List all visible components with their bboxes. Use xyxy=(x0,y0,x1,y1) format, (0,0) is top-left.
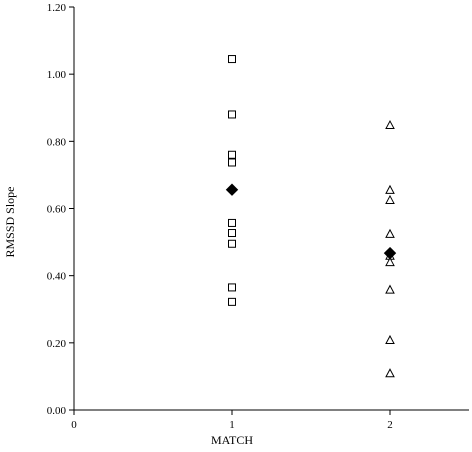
data-point-square xyxy=(228,150,236,159)
data-point-triangle xyxy=(385,334,395,344)
data-point-triangle xyxy=(385,368,395,378)
data-point-square xyxy=(228,110,236,119)
x-tick-label: 2 xyxy=(387,419,393,431)
y-tick-label: 1.00 xyxy=(47,69,67,81)
data-point-triangle xyxy=(385,257,395,267)
data-point-triangle xyxy=(385,194,395,204)
data-point-square xyxy=(228,297,236,306)
y-tick-label: 0.80 xyxy=(47,136,67,148)
x-axis-label: MATCH xyxy=(211,433,253,447)
y-tick-label: 0.00 xyxy=(47,405,67,417)
data-point-square xyxy=(228,239,236,248)
data-point-triangle xyxy=(385,184,395,194)
axes xyxy=(73,7,469,411)
y-tick-label: 0.60 xyxy=(47,204,67,216)
tick-labels: 0.00 0.20 0.40 0.60 0.80 1.00 1.20 0 1 2 xyxy=(47,2,393,431)
x-tick-label: 1 xyxy=(229,419,235,431)
ticks xyxy=(69,6,391,415)
data-point-diamond xyxy=(383,246,397,260)
data-point-triangle xyxy=(385,119,395,130)
data-point-square xyxy=(228,158,236,167)
data-point-square xyxy=(228,229,236,238)
data-points xyxy=(225,55,397,378)
y-tick-label: 0.20 xyxy=(47,338,67,350)
data-point-triangle xyxy=(385,284,395,294)
data-point-square xyxy=(228,283,236,292)
y-tick-label: 0.40 xyxy=(47,271,67,283)
y-tick-label: 1.20 xyxy=(47,2,67,14)
data-point-square xyxy=(228,55,236,64)
data-point-square xyxy=(228,218,236,227)
y-axis-label: RMSSD Slope xyxy=(3,186,17,257)
data-point-triangle xyxy=(385,228,395,238)
x-tick-label: 0 xyxy=(71,419,77,431)
data-point-diamond xyxy=(225,183,239,196)
